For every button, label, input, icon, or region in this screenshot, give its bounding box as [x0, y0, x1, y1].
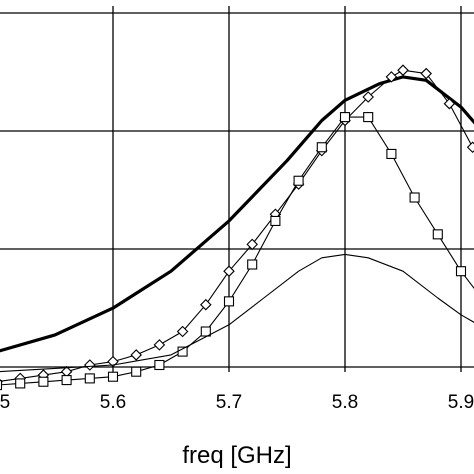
diamond-marker [176, 325, 189, 338]
diamond-marker [397, 64, 409, 76]
square-marker [339, 112, 351, 123]
square-marker [223, 296, 235, 307]
square-marker [316, 142, 327, 153]
square-marker [293, 175, 304, 186]
x-tick-labels: 5.55.65.75.85.96.0 [0, 392, 474, 413]
diamond-marker [153, 339, 166, 351]
square-marker [61, 375, 72, 386]
x-tick-label: 5.9 [448, 392, 474, 413]
diamond-marker [223, 265, 235, 277]
x-tick-label: 5.8 [332, 392, 358, 413]
x-axis-label: freq [GHz] [182, 442, 291, 469]
square-marker [247, 259, 258, 270]
x-tick-label: 5.5 [0, 392, 10, 413]
square-marker [432, 229, 443, 240]
series-line-diamond-markers [0, 69, 474, 382]
series-line-thin-line [0, 253, 474, 373]
square-marker [131, 366, 142, 377]
series-line-square-markers [0, 116, 474, 386]
square-marker [409, 192, 420, 203]
diamond-marker [420, 67, 432, 80]
diamond-marker [246, 238, 258, 251]
diamond-marker [200, 298, 212, 311]
x-tick-label: 5.7 [216, 392, 242, 413]
grid [0, 6, 474, 372]
diamond-marker [84, 359, 96, 371]
square-marker [270, 215, 281, 226]
square-marker [200, 326, 211, 337]
series-group [0, 64, 474, 391]
diamond-marker [466, 141, 474, 154]
square-marker [107, 371, 119, 382]
square-marker [363, 112, 374, 123]
diamond-marker [443, 97, 456, 110]
diamond-marker [385, 71, 398, 83]
diamond-marker [130, 349, 142, 361]
square-marker [0, 380, 3, 391]
square-marker [84, 373, 95, 384]
x-tick-label: 5.6 [100, 392, 126, 413]
square-marker [386, 148, 397, 159]
series-line-thick-line [0, 75, 474, 353]
square-marker [154, 359, 165, 371]
square-marker [38, 376, 49, 387]
square-marker [455, 266, 467, 277]
square-marker [15, 378, 26, 389]
diamond-marker [362, 91, 374, 103]
